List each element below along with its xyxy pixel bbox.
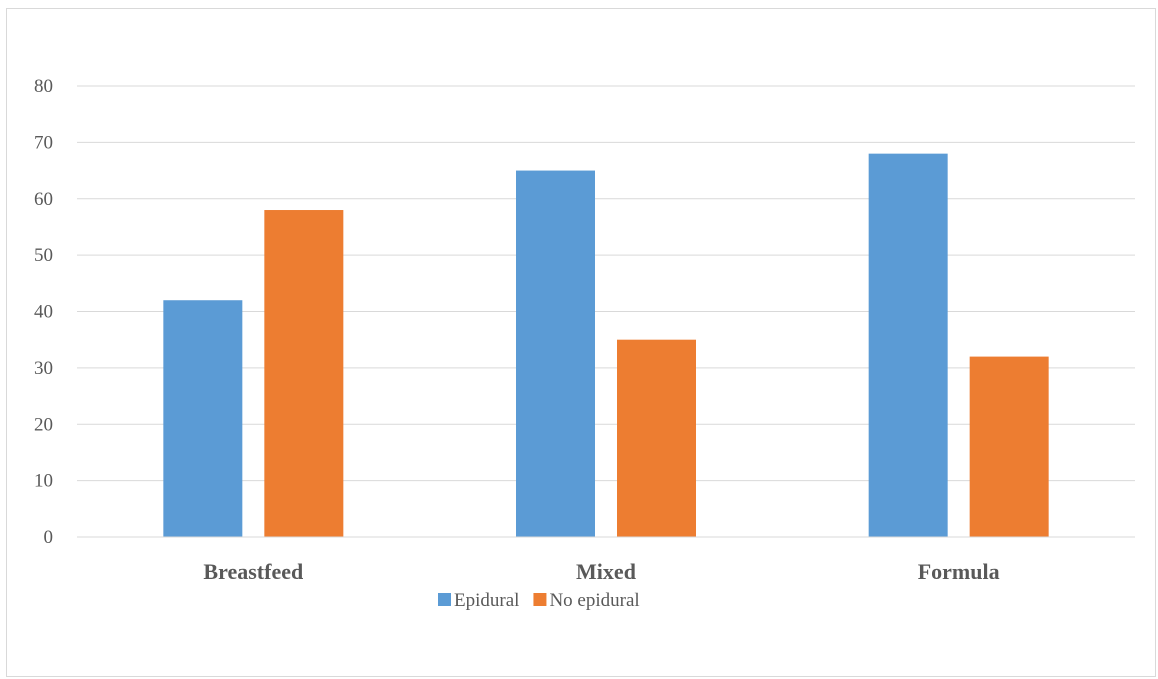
legend: Epidural No epidural [438,590,640,611]
y-tick-label: 80 [34,76,53,97]
y-tick-label: 50 [34,245,53,266]
bar-epidural-breastfeed [163,300,243,537]
legend-item-epidural: Epidural [438,590,519,611]
legend-item-no-epidural: No epidural [533,590,640,611]
bar-epidural-mixed [516,170,595,537]
x-axis-category-labels: Breastfeed Mixed Formula [203,559,999,584]
y-axis-tick-labels: 0 10 20 30 40 50 60 70 80 [34,76,53,548]
legend-label: No epidural [549,590,639,611]
legend-swatch [438,593,451,606]
bar-epidural-formula [868,153,948,537]
bars [163,153,1049,537]
x-category-label: Breastfeed [203,559,303,584]
gridlines [77,85,1135,482]
y-tick-label: 10 [34,471,53,492]
y-tick-label: 40 [34,302,53,323]
x-category-label: Formula [918,559,1000,584]
y-tick-label: 70 [34,132,53,153]
y-tick-label: 60 [34,189,53,210]
x-category-label: Mixed [576,559,636,584]
bar-no-epidural-formula [969,356,1049,537]
y-tick-label: 0 [44,527,54,548]
legend-swatch [533,593,547,606]
bar-no-epidural-mixed [617,339,696,537]
y-tick-label: 20 [34,414,53,435]
bar-no-epidural-breastfeed [264,210,344,537]
legend-label: Epidural [454,590,519,611]
y-tick-label: 30 [34,358,53,379]
